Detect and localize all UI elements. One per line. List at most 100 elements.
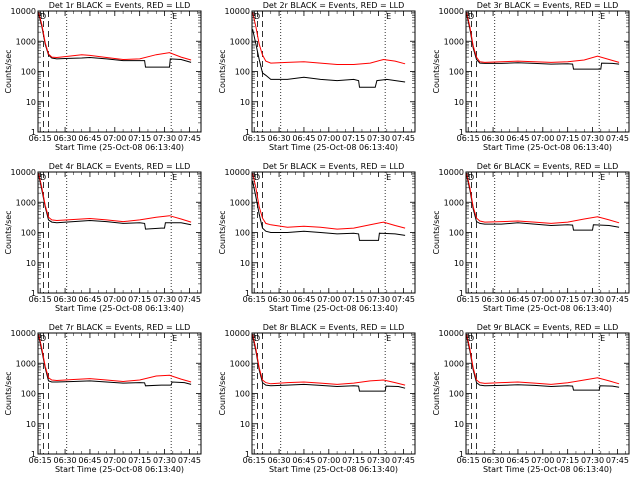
plot-frame [37, 171, 202, 294]
panel-title: Det 5r BLACK = Events, RED = LLD [263, 162, 405, 171]
corner-mark-e: E [172, 334, 177, 343]
y-tick-label: 1000 [444, 359, 464, 368]
lld-series-line [38, 334, 192, 383]
y-tick-label: 10000 [11, 168, 36, 177]
corner-mark-e: E [172, 12, 177, 21]
x-tick-label: 06:45 [506, 134, 529, 143]
x-tick-label: 07:45 [178, 295, 201, 304]
x-tick-label: 07:15 [556, 134, 579, 143]
y-tick-label: 1 [459, 289, 464, 298]
x-tick-label: 07:30 [153, 295, 176, 304]
x-tick-label: 07:15 [556, 456, 579, 465]
y-tick-label: 10 [454, 420, 464, 429]
x-tick-label: 07:15 [342, 456, 365, 465]
y-tick-label: 10000 [439, 7, 464, 16]
y-tick-label: 1 [459, 128, 464, 137]
x-tick-label: 07:45 [392, 456, 415, 465]
x-tick-label: 07:30 [367, 456, 390, 465]
x-tick-label: 06:15 [29, 295, 52, 304]
x-tick-label: 07:00 [317, 134, 340, 143]
events-series-line [38, 174, 192, 230]
plot-frame [465, 171, 630, 294]
events-series-line [38, 335, 192, 387]
y-tick-label: 100 [21, 229, 36, 238]
x-tick-label: 07:15 [128, 456, 151, 465]
x-tick-label: 06:30 [54, 295, 77, 304]
x-tick-label: 07:30 [153, 134, 176, 143]
x-tick-label: 07:00 [103, 295, 126, 304]
x-tick-label: 07:00 [103, 456, 126, 465]
corner-mark-e: E [600, 173, 605, 182]
y-tick-label: 1 [459, 450, 464, 459]
x-axis-label: Start Time (25-Oct-08 06:13:40) [55, 304, 184, 313]
x-tick-label: 07:45 [178, 456, 201, 465]
y-tick-label: 100 [449, 68, 464, 77]
x-tick-label: 06:45 [78, 456, 101, 465]
x-tick-label: 06:15 [457, 134, 480, 143]
x-tick-label: 07:30 [367, 295, 390, 304]
events-series-line [466, 13, 620, 70]
y-tick-label: 1 [245, 128, 250, 137]
x-tick-label: 06:15 [457, 295, 480, 304]
plot-frame [37, 332, 202, 455]
x-tick-label: 07:00 [531, 456, 554, 465]
corner-mark-e: E [600, 12, 605, 21]
x-tick-label: 07:00 [317, 295, 340, 304]
x-axis-label: Start Time (25-Oct-08 06:13:40) [483, 304, 612, 313]
lld-series-line [252, 173, 406, 230]
corner-mark-d: D [254, 12, 260, 21]
events-series-line [252, 335, 406, 392]
x-tick-label: 07:30 [581, 134, 604, 143]
y-tick-label: 1 [31, 450, 36, 459]
events-series-line [466, 174, 620, 231]
x-tick-label: 07:15 [128, 295, 151, 304]
corner-mark-d: D [254, 334, 260, 343]
lld-series-line [252, 334, 406, 386]
x-tick-label: 07:00 [531, 134, 554, 143]
y-tick-label: 100 [235, 68, 250, 77]
y-tick-label: 1 [31, 289, 36, 298]
y-tick-label: 1000 [16, 37, 36, 46]
y-tick-label: 10000 [439, 329, 464, 338]
plot-frame [465, 332, 630, 455]
panel-title: Det 1r BLACK = Events, RED = LLD [49, 1, 191, 10]
corner-mark-e: E [386, 173, 391, 182]
x-axis-label: Start Time (25-Oct-08 06:13:40) [269, 304, 398, 313]
y-tick-label: 10000 [225, 329, 250, 338]
lld-series-line [466, 334, 620, 385]
corner-mark-d: D [468, 12, 474, 21]
corner-mark-d: D [40, 334, 46, 343]
corner-mark-d: D [468, 334, 474, 343]
panel-title: Det 3r BLACK = Events, RED = LLD [477, 1, 619, 10]
x-tick-label: 06:30 [482, 295, 505, 304]
y-tick-label: 10 [240, 259, 250, 268]
lld-series-line [38, 173, 192, 223]
y-tick-label: 100 [21, 390, 36, 399]
y-tick-label: 100 [449, 229, 464, 238]
y-axis-label: Counts/sec [4, 371, 13, 415]
x-tick-label: 07:30 [581, 456, 604, 465]
y-axis-label: Counts/sec [432, 371, 441, 415]
x-axis-label: Start Time (25-Oct-08 06:13:40) [483, 143, 612, 152]
x-tick-label: 06:45 [292, 134, 315, 143]
y-tick-label: 10000 [439, 168, 464, 177]
x-tick-label: 07:45 [392, 134, 415, 143]
x-tick-label: 06:15 [243, 456, 266, 465]
plot-frame [251, 332, 416, 455]
y-tick-label: 1 [245, 450, 250, 459]
y-tick-label: 1000 [230, 359, 250, 368]
x-tick-label: 06:30 [482, 134, 505, 143]
x-tick-label: 06:45 [506, 456, 529, 465]
x-axis-label: Start Time (25-Oct-08 06:13:40) [269, 465, 398, 474]
y-axis-label: Counts/sec [218, 49, 227, 93]
x-axis-label: Start Time (25-Oct-08 06:13:40) [269, 143, 398, 152]
panel-title: Det 6r BLACK = Events, RED = LLD [477, 162, 619, 171]
x-tick-label: 07:30 [153, 456, 176, 465]
y-axis-label: Counts/sec [218, 210, 227, 254]
